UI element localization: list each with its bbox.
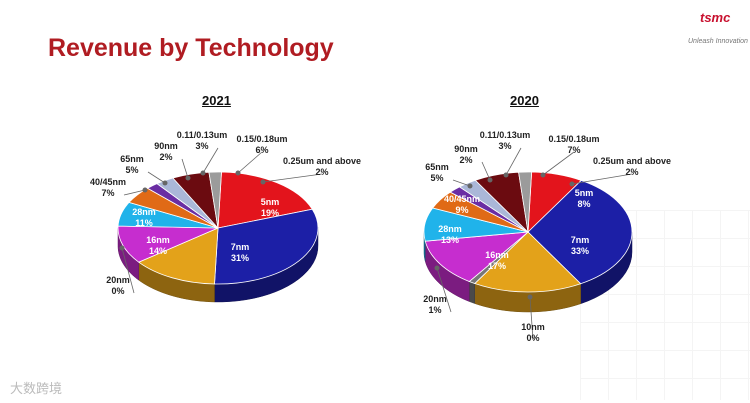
label-10nm: 10nm [521,322,545,332]
slice-16nm [137,227,219,285]
leader-10nm [529,296,534,341]
leader-20nm [121,247,135,294]
value-0-15-0-18um: 7% [567,145,580,155]
label-16nm: 16nm [485,250,509,260]
tagline: Unleash Innovation [688,38,748,45]
leader-dot-20nm [434,265,440,271]
leader-0-25um-and-above [262,173,323,183]
leader-dot-0-15-0-18um [235,170,241,176]
value-0-11-0-13um: 3% [498,141,511,151]
label-90nm: 90nm [454,144,478,154]
label-0-15-0-18um: 0.15/0.18um [548,134,599,144]
slice-28nm [117,225,219,263]
label-0-11-0-13um: 0.11/0.13um [177,130,228,140]
leader-20nm [436,267,452,313]
slice-7nm [527,180,633,285]
leader-0-15-0-18um [542,151,575,176]
leader-dot-10nm [527,294,533,300]
slice-0-25um-and-above [518,171,533,233]
leader-0-11-0-13um [202,147,219,174]
label-20nm: 20nm [106,275,130,285]
leader-dot-0-11-0-13um [200,170,206,176]
slice-side-20nm [468,281,475,304]
leader-dot-0-11-0-13um [503,172,509,178]
label-0-25um-and-above: 0.25um and above [283,156,361,166]
slice-5nm [217,171,313,229]
value-0-25um-and-above: 2% [625,167,638,177]
tsmc-logo: tsmc [700,10,731,25]
value-65nm: 5% [430,173,443,183]
value-90nm: 2% [159,152,172,162]
value-28nm: 11% [135,218,153,228]
label-0-15-0-18um: 0.15/0.18um [236,134,287,144]
label-40-45nm: 40/45nm [90,177,126,187]
leader-dot-65nm [467,183,473,189]
label-0-11-0-13um: 0.11/0.13um [480,130,531,140]
value-0-15-0-18um: 6% [255,145,268,155]
value-7nm: 33% [571,246,589,256]
value-16nm: 17% [488,261,506,271]
leader-dot-90nm [487,177,493,183]
value-40-45nm: 9% [455,205,468,215]
leader-dot-90nm [185,175,191,181]
value-5nm: 19% [261,208,279,218]
page-title: Revenue by Technology [48,34,334,62]
leader-dot-0-15-0-18um [540,172,546,178]
label-40-45nm: 40/45nm [444,194,480,204]
leader-65nm [452,179,471,187]
label-7nm: 7nm [571,235,590,245]
leader-90nm [181,158,189,179]
label-28nm: 28nm [438,224,462,234]
leader-dot-40-45nm [142,187,148,193]
value-10nm: 0% [526,333,539,343]
leader-65nm [147,171,166,184]
leader-40-45nm [123,189,146,196]
value-0-11-0-13um: 3% [195,141,208,151]
value-20nm: 1% [428,305,441,315]
label-65nm: 65nm [120,154,144,164]
slice-16nm [474,231,582,293]
leader-0-15-0-18um [237,151,263,174]
slice-0-25um-and-above [208,171,222,229]
value-90nm: 2% [459,155,472,165]
leader-dot-0-25um-and-above [569,181,575,187]
watermark-text: 大数跨境 [10,382,63,397]
label-16nm: 16nm [146,235,170,245]
value-16nm: 14% [149,246,167,256]
label-5nm: 5nm [575,188,594,198]
label-5nm: 5nm [261,197,280,207]
leader-dot-0-25um-and-above [260,179,266,185]
value-20nm: 0% [111,286,124,296]
value-40-45nm: 7% [101,188,114,198]
label-65nm: 65nm [425,162,449,172]
label-28nm: 28nm [132,207,156,217]
value-7nm: 31% [231,253,249,263]
leader-dot-65nm [162,180,168,186]
value-28nm: 13% [441,235,459,245]
chart-title-2021: 2021 [202,93,231,108]
value-65nm: 5% [125,165,138,175]
label-0-25um-and-above: 0.25um and above [593,156,671,166]
leader-0-11-0-13um [505,147,522,176]
label-7nm: 7nm [231,242,250,252]
value-5nm: 8% [577,199,590,209]
value-0-25um-and-above: 2% [315,167,328,177]
chart-title-2020: 2020 [510,93,539,108]
leader-90nm [481,161,491,181]
slice-7nm [214,208,319,285]
slice-28nm [424,231,530,282]
leader-0-25um-and-above [571,173,633,185]
label-20nm: 20nm [423,294,447,304]
label-90nm: 90nm [154,141,178,151]
leader-dot-20nm [119,245,125,251]
